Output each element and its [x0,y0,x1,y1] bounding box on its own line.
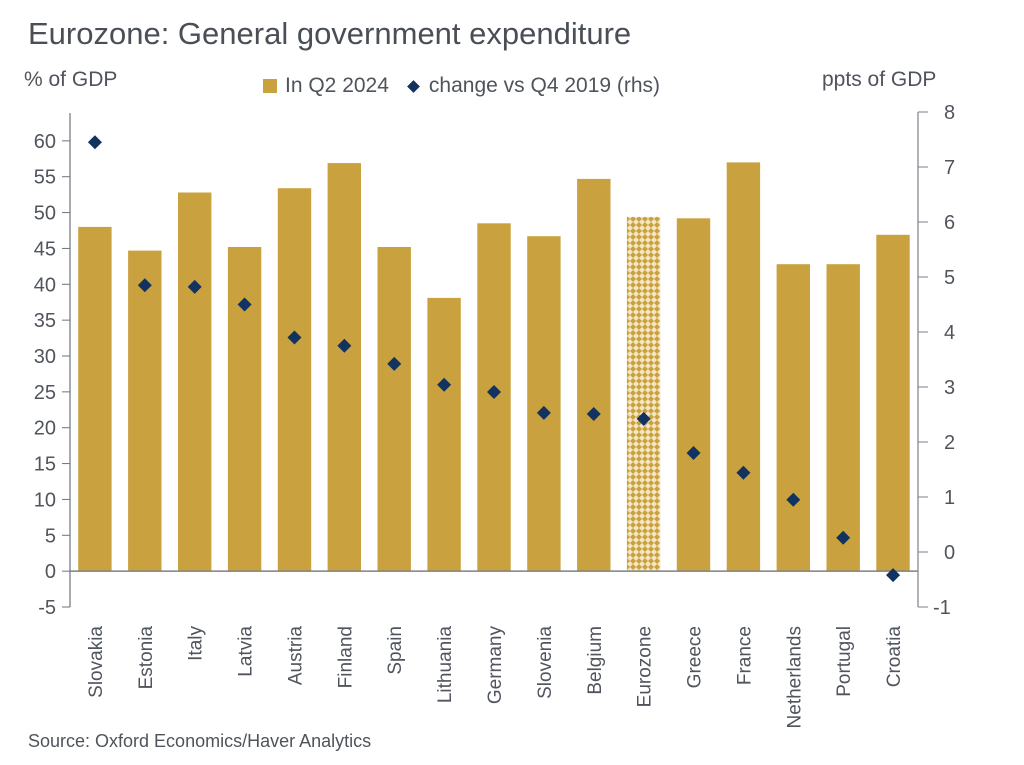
left-tick-label: 15 [34,454,56,476]
marker-france [736,465,751,480]
bar-belgium [577,178,611,572]
marker-eurozone [636,411,651,426]
category-label-italy: Italy [186,626,207,661]
right-tick-label: 7 [944,157,955,179]
left-tick-label: 60 [34,131,56,153]
marker-italy [187,279,202,294]
left-tick-label: 55 [34,167,56,189]
marker-latvia [237,297,252,312]
category-label-belgium: Belgium [585,626,606,695]
category-label-latvia: Latvia [236,626,257,677]
left-tick-label: 25 [34,382,56,404]
left-tick-label: 45 [34,238,56,260]
bar-france [726,162,761,572]
right-tick-label: -1 [933,597,951,619]
bar-netherlands [776,264,810,572]
right-tick-label: 3 [944,377,955,399]
marker-portugal [836,530,851,545]
category-label-slovakia: Slovakia [86,626,107,698]
right-tick-label: 8 [944,102,955,124]
marker-slovakia [87,135,102,150]
marker-belgium [586,406,601,421]
left-tick-label: 35 [34,310,56,332]
left-axis-title: % of GDP [24,68,118,91]
right-tick-label: 2 [944,432,955,454]
bar-eurozone [626,216,661,572]
category-label-netherlands: Netherlands [784,626,805,728]
left-tick-label: 10 [34,489,56,511]
marker-germany [487,384,501,399]
right-tick-label: 0 [944,542,955,564]
left-tick-label: 20 [34,418,56,440]
left-tick-label: 40 [34,274,56,296]
left-tick-label: 5 [45,525,56,547]
category-label-eurozone: Eurozone [635,626,656,707]
legend-bar-label: In Q2 2024 [285,74,389,97]
right-tick-label: 4 [944,322,955,344]
marker-estonia [137,278,152,293]
right-tick-label: 1 [944,487,955,509]
axes-group [62,111,928,608]
category-label-croatia: Croatia [884,626,905,688]
bar-austria [277,188,312,572]
source-note: Source: Oxford Economics/Haver Analytics [28,731,372,751]
category-label-estonia: Estonia [136,626,157,690]
category-label-portugal: Portugal [834,626,855,697]
right-tick-label: 5 [944,267,955,289]
chart-title: Eurozone: General government expenditure [28,16,632,51]
category-label-lithuania: Lithuania [435,626,456,704]
marker-netherlands [786,492,801,507]
bar-spain [377,247,411,572]
marker-croatia [886,568,901,583]
right-tick-label: 6 [944,212,955,234]
marker-austria [287,330,302,345]
markers-group [87,135,901,583]
bar-portugal [826,264,860,572]
bars-group [78,162,910,572]
left-tick-label: -5 [38,597,56,619]
legend-diamond-label: change vs Q4 2019 (rhs) [428,74,661,97]
marker-lithuania [437,377,452,392]
bar-italy [178,192,212,572]
bar-croatia [876,234,910,572]
category-label-france: France [734,626,755,685]
bar-greece [676,218,711,572]
category-label-greece: Greece [685,626,706,688]
bar-latvia [227,247,262,572]
category-label-spain: Spain [385,626,406,675]
left-tick-label: 0 [45,561,56,583]
legend: In Q2 2024 change vs Q4 2019 (rhs) [263,74,660,98]
bar-estonia [128,250,162,572]
bar-lithuania [427,297,461,572]
bar-slovakia [78,226,112,572]
category-label-austria: Austria [285,626,306,686]
bar-slovenia [527,236,561,572]
left-tick-label: 50 [34,203,56,225]
category-label-slovenia: Slovenia [535,626,556,699]
marker-slovenia [536,405,551,420]
marker-finland [337,338,352,353]
marker-spain [387,356,402,371]
left-tick-label: 30 [34,346,56,368]
category-label-finland: Finland [335,626,356,688]
right-axis-title: ppts of GDP [822,68,937,91]
bar-finland [327,163,361,572]
category-label-germany: Germany [485,626,506,705]
labels-group: -5051015202530354045505560-1012345678Slo… [34,102,955,728]
marker-greece [686,446,701,460]
legend-bar-swatch [263,79,277,93]
